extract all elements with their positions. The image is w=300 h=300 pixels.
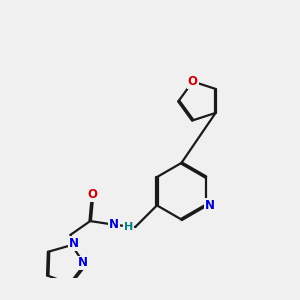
Text: N: N xyxy=(78,256,88,269)
Text: N: N xyxy=(109,218,119,232)
Text: O: O xyxy=(188,75,198,88)
Text: O: O xyxy=(87,188,97,201)
Text: N: N xyxy=(69,237,79,250)
Text: N: N xyxy=(205,199,215,212)
Text: H: H xyxy=(124,222,133,232)
